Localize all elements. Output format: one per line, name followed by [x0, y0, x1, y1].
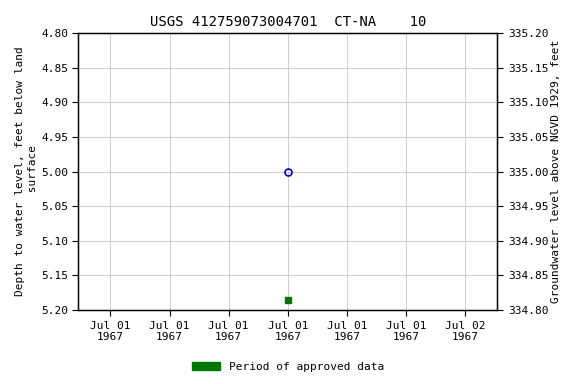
Legend: Period of approved data: Period of approved data	[188, 358, 388, 377]
Y-axis label: Depth to water level, feet below land
 surface: Depth to water level, feet below land su…	[15, 46, 38, 296]
Y-axis label: Groundwater level above NGVD 1929, feet: Groundwater level above NGVD 1929, feet	[551, 40, 561, 303]
Title: USGS 412759073004701  CT-NA    10: USGS 412759073004701 CT-NA 10	[150, 15, 426, 29]
